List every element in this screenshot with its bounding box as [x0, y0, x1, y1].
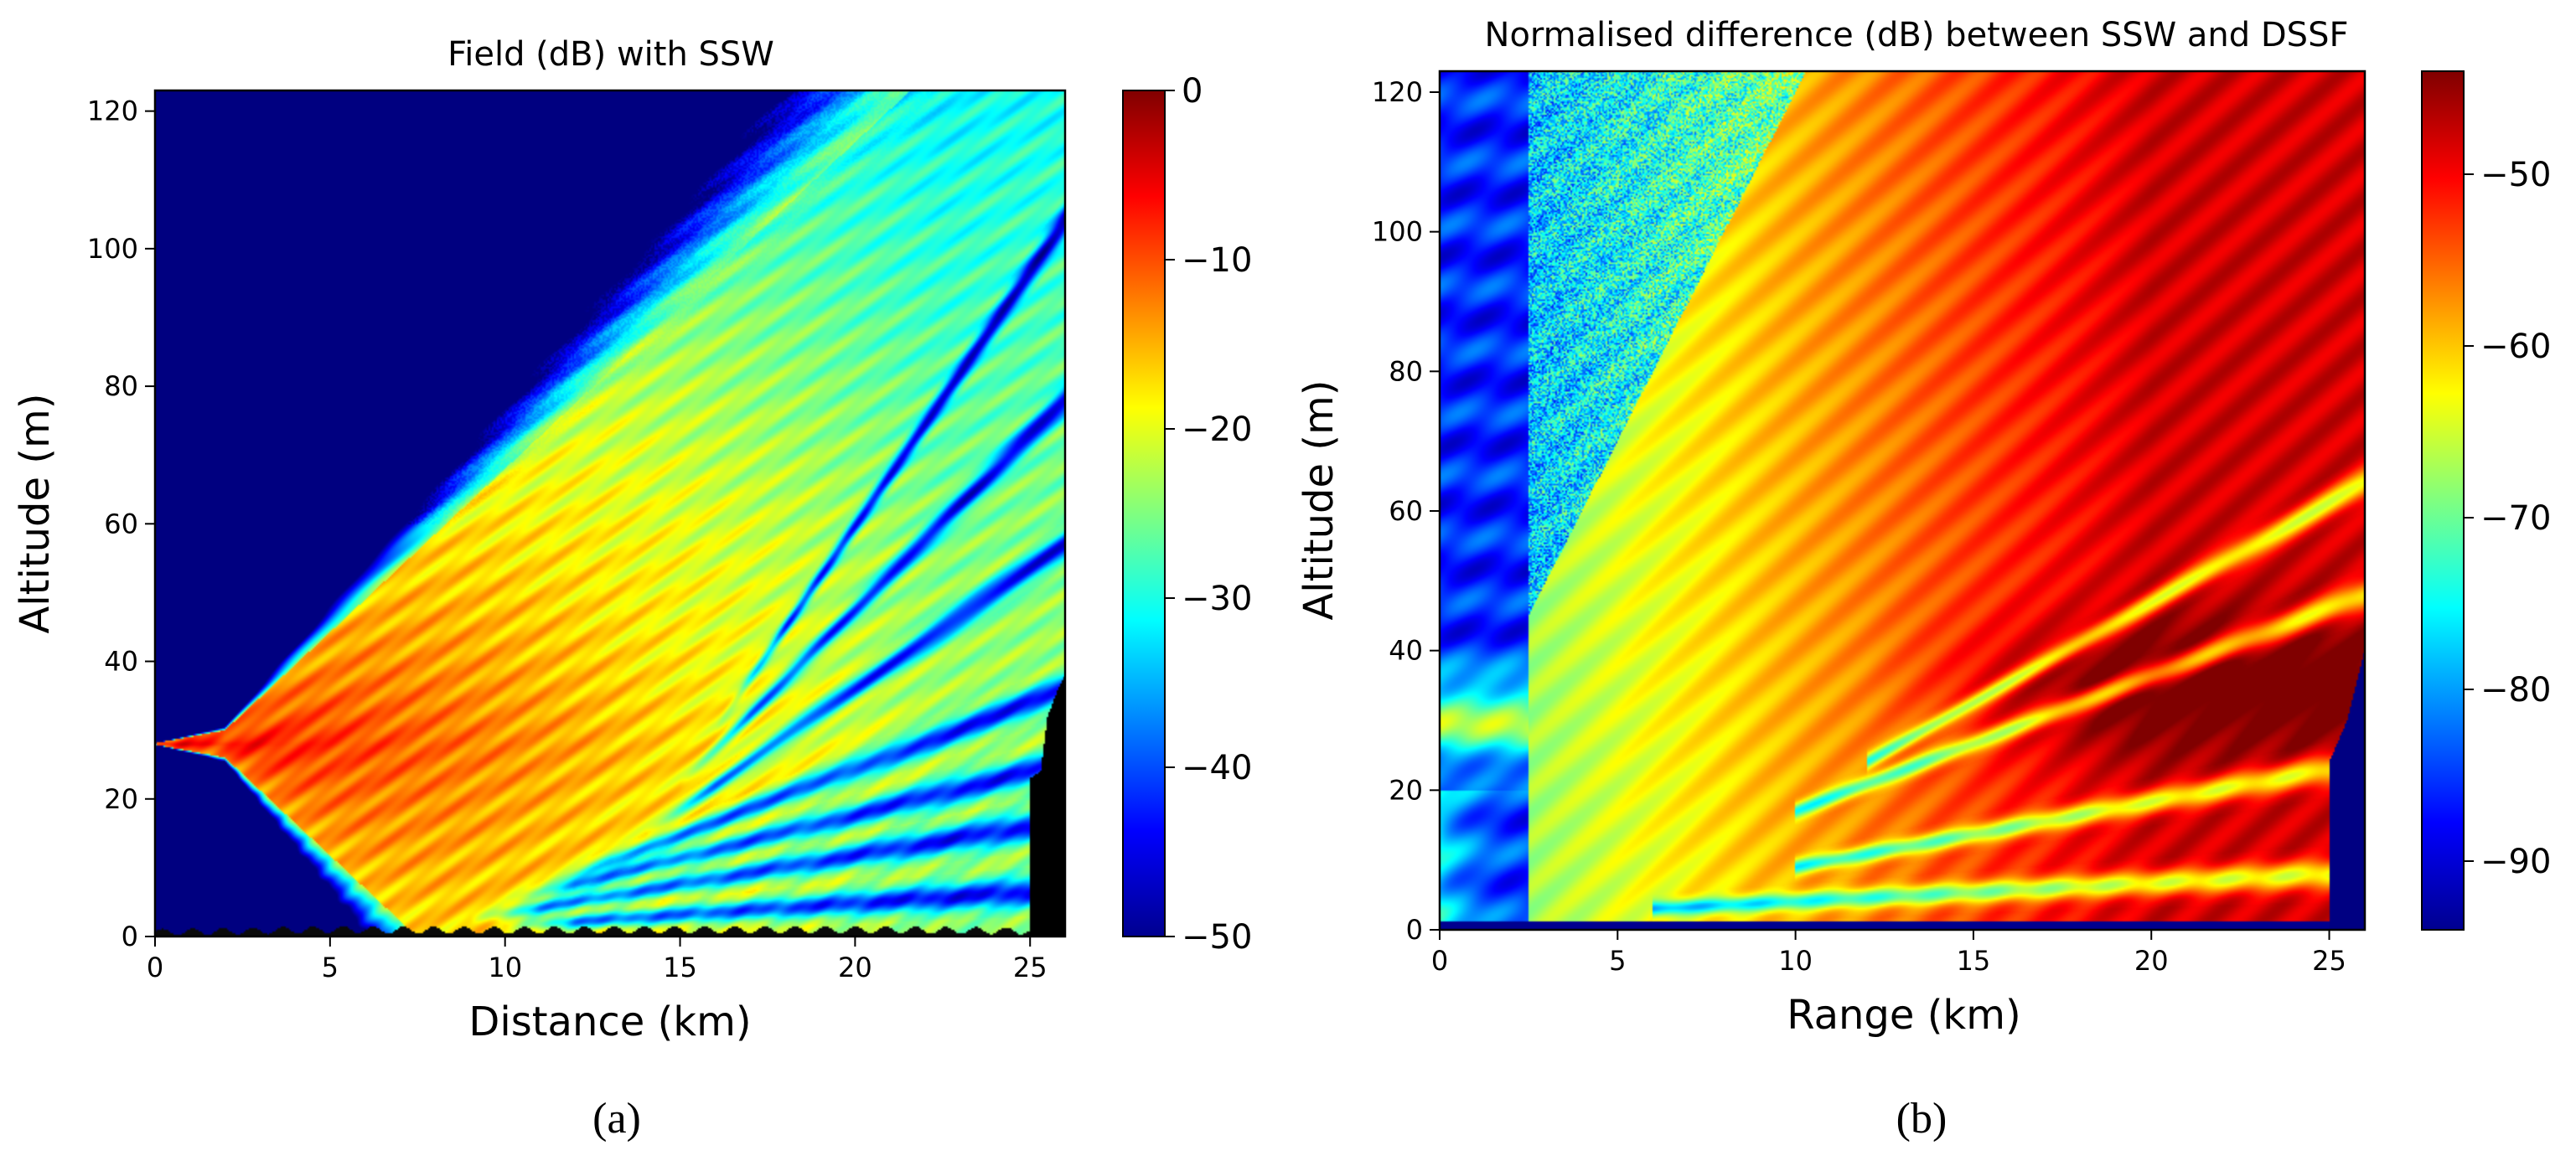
panel-a-caption: (a): [592, 1095, 641, 1143]
x-tick-label: 5: [322, 952, 339, 983]
y-tick-label: 40: [104, 646, 138, 678]
colorbar-tick-label: −30: [1182, 580, 1252, 618]
colorbar-tick-label: −40: [1182, 749, 1252, 787]
y-tick-label: 120: [87, 95, 138, 127]
panel-b-plot-frame: [1438, 70, 2367, 931]
colorbar-tick-label: −90: [2480, 843, 2551, 881]
y-tick-label: 60: [1389, 495, 1423, 527]
x-tick-label: 5: [1609, 945, 1626, 977]
panel-b-title: Normalised difference (dB) between SSW a…: [1485, 16, 2349, 54]
panel-a-y-axis: 0 20 40 60 80 100 120: [87, 95, 155, 952]
colorbar-tick-label: −70: [2480, 499, 2551, 538]
x-tick-label: 10: [488, 952, 522, 983]
x-tick-label: 25: [1013, 952, 1047, 983]
panel-b-colorbar-gradient: [2421, 70, 2465, 931]
panel-a-y-label: Altitude (m): [12, 393, 59, 633]
panel-a: Field (dB) with SSW 0 5 10 15 20 25 0 20 40 60 80…: [12, 35, 1252, 1143]
panel-a-colorbar: 0 −10 −20 −30 −40 −50: [1122, 72, 1252, 957]
y-tick-label: 0: [122, 921, 138, 952]
x-tick-label: 15: [663, 952, 697, 983]
x-tick-label: 25: [2312, 945, 2346, 977]
y-tick-label: 40: [1389, 635, 1423, 667]
panel-b: Normalised difference (dB) between SSW a…: [1296, 16, 2551, 1143]
panel-b-colorbar: −50 −60 −70 −80 −90: [2421, 70, 2551, 931]
panel-a-x-label: Distance (km): [468, 998, 751, 1045]
panel-a-heatmap: [153, 89, 1067, 938]
panel-a-heatmap-image: [155, 90, 1065, 937]
panel-b-y-label: Altitude (m): [1296, 379, 1342, 620]
y-tick-label: 80: [104, 370, 138, 402]
panel-b-x-label: Range (km): [1787, 992, 2020, 1039]
y-tick-label: 100: [87, 233, 138, 265]
panel-b-heatmap-image: [1440, 71, 2365, 930]
y-tick-label: 100: [1372, 216, 1423, 248]
y-tick-label: 80: [1389, 355, 1423, 387]
colorbar-tick-label: −50: [2480, 156, 2551, 194]
colorbar-tick-label: −80: [2480, 671, 2551, 710]
colorbar-tick-label: −50: [1182, 918, 1252, 957]
colorbar-tick-label: −20: [1182, 410, 1252, 449]
x-tick-label: 20: [838, 952, 872, 983]
colorbar-tick-label: −60: [2480, 328, 2551, 366]
y-tick-label: 20: [1389, 774, 1423, 806]
panel-a-title: Field (dB) with SSW: [447, 35, 774, 74]
panel-b-y-axis: 0 20 40 60 80 100 120: [1372, 76, 1440, 946]
x-tick-label: 20: [2134, 945, 2169, 977]
y-tick-label: 20: [104, 783, 138, 815]
x-tick-label: 10: [1778, 945, 1813, 977]
x-tick-label: 0: [1431, 945, 1448, 977]
panel-b-caption: (b): [1896, 1095, 1948, 1143]
y-tick-label: 120: [1372, 76, 1423, 108]
panel-b-heatmap: [1438, 70, 2367, 931]
colorbar-tick-label: −10: [1182, 241, 1252, 280]
panel-a-x-axis: 0 5 10 15 20 25: [147, 937, 1047, 983]
panel-a-plot-frame: [153, 89, 1067, 938]
x-tick-label: 15: [1957, 945, 1991, 977]
panel-a-colorbar-gradient: [1122, 90, 1166, 937]
colorbar-tick-label: 0: [1182, 72, 1203, 111]
x-tick-label: 0: [147, 952, 163, 983]
y-tick-label: 0: [1406, 914, 1423, 946]
y-tick-label: 60: [104, 508, 138, 539]
panel-b-x-axis: 0 5 10 15 20 25: [1431, 930, 2346, 977]
